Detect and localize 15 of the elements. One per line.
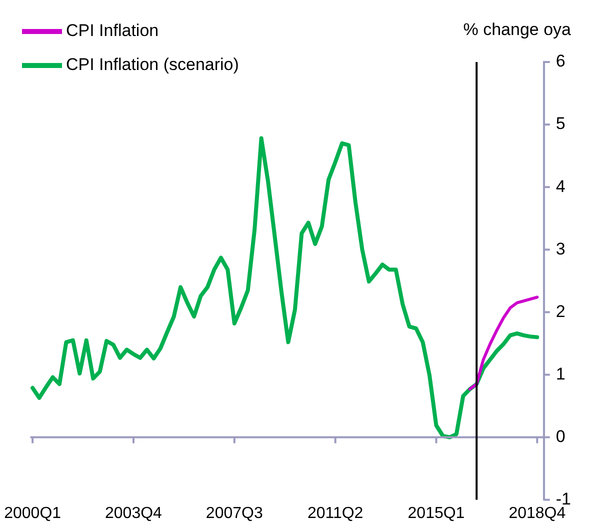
y-tick-label: 3 — [556, 239, 566, 258]
y-tick-label: 1 — [556, 364, 566, 384]
y-axis-title: % change oya — [463, 20, 571, 40]
x-tick-label: 2000Q1 — [4, 504, 62, 522]
legend-label: CPI Inflation — [66, 21, 159, 41]
y-tick-label: 2 — [556, 302, 566, 321]
x-tick-label: 2003Q4 — [105, 504, 162, 522]
y-tick-label: 0 — [556, 426, 566, 446]
y-tick-label: 5 — [556, 114, 566, 134]
x-tick-label: 2015Q1 — [408, 504, 465, 522]
x-tick-label: 2011Q2 — [307, 504, 364, 522]
x-tick-label: 2007Q3 — [206, 504, 263, 522]
y-tick-label: 6 — [556, 52, 566, 71]
y-tick-label: 4 — [556, 176, 566, 196]
legend-label: CPI Inflation (scenario) — [66, 55, 239, 75]
